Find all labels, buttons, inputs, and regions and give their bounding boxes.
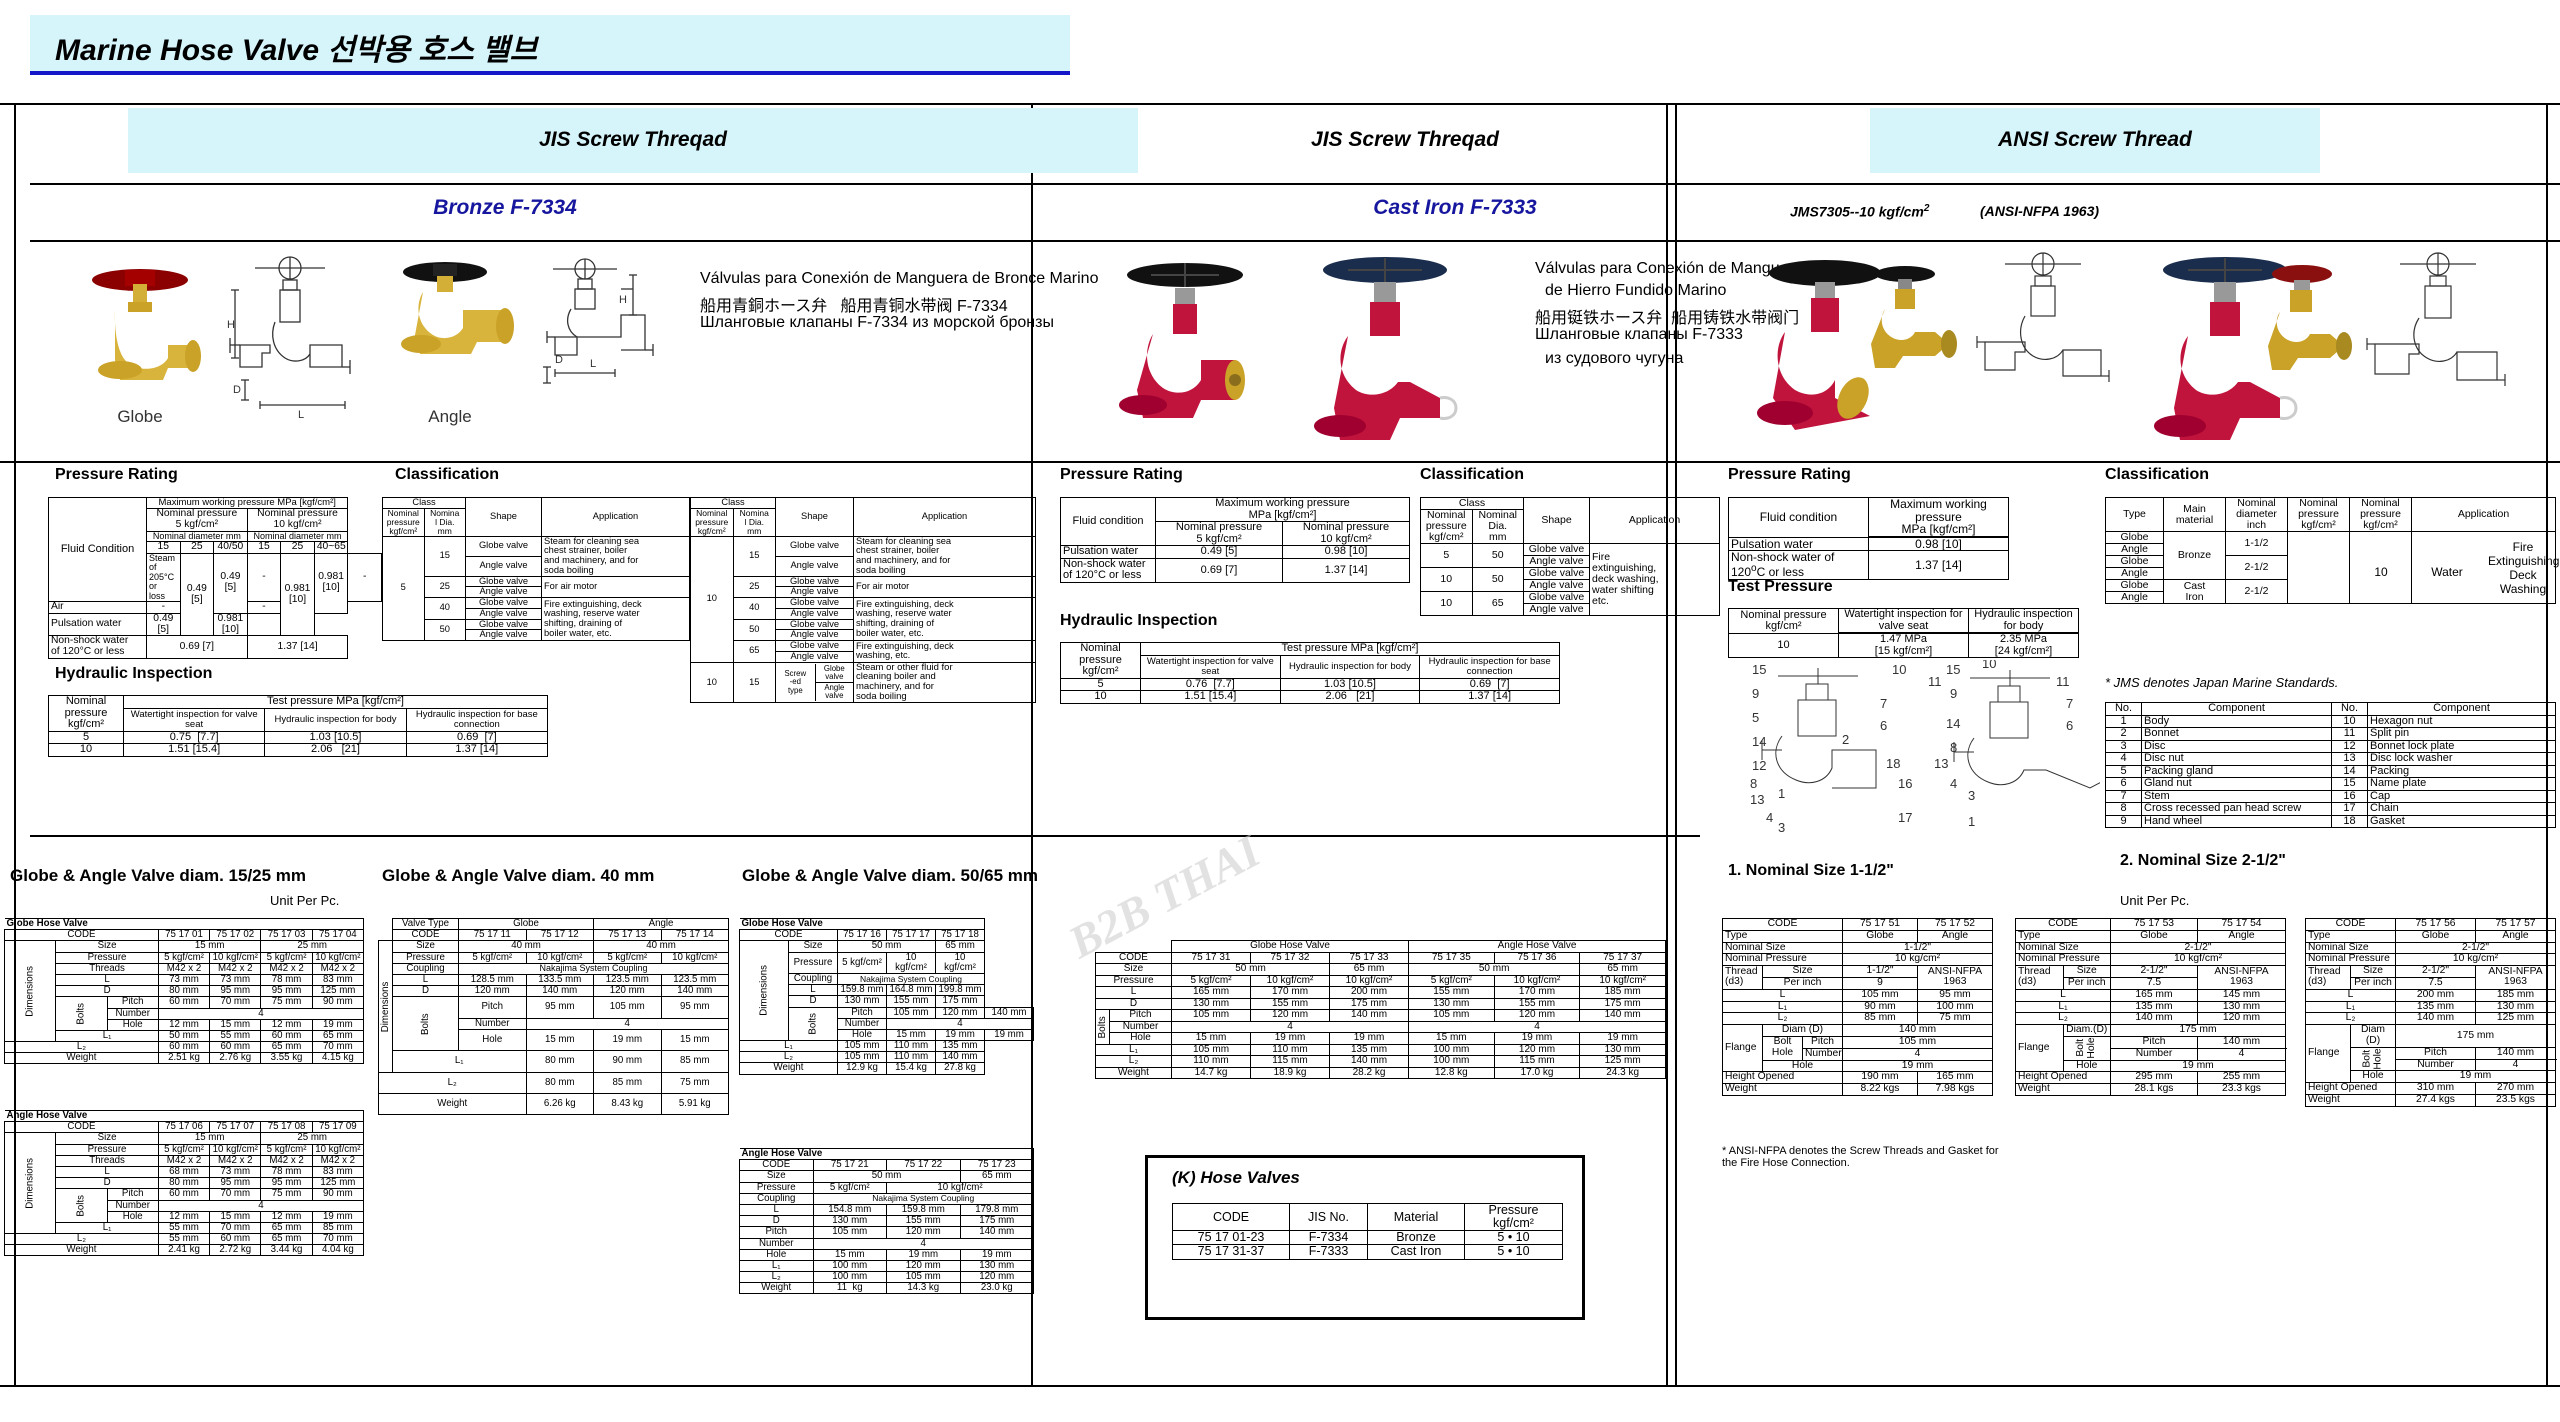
svg-text:18: 18 [1886,756,1900,771]
svg-text:13: 13 [1750,792,1764,807]
svg-text:D: D [555,354,563,366]
svg-text:4: 4 [1766,810,1773,825]
svg-text:Angle: Angle [428,407,471,426]
svg-text:5: 5 [1752,710,1759,725]
svg-text:14: 14 [1752,734,1766,749]
svg-text:8: 8 [1950,740,1957,755]
svg-text:H: H [227,319,235,331]
svg-text:11: 11 [1928,674,1942,689]
svg-text:L: L [298,409,304,421]
svg-text:1: 1 [1968,814,1975,829]
svg-text:3: 3 [1778,820,1785,835]
svg-text:9: 9 [1752,686,1759,701]
svg-text:12: 12 [1752,758,1766,773]
svg-text:9: 9 [1950,686,1957,701]
svg-text:13: 13 [1934,756,1948,771]
svg-text:8: 8 [1750,776,1757,791]
svg-text:15: 15 [1946,662,1960,677]
svg-text:7: 7 [1880,696,1887,711]
svg-text:17: 17 [1898,810,1912,825]
svg-text:3: 3 [1968,788,1975,803]
svg-text:2: 2 [1842,732,1849,747]
svg-text:H: H [619,294,627,306]
svg-text:L: L [590,358,596,370]
svg-text:D: D [233,384,241,396]
svg-text:7: 7 [2066,696,2073,711]
svg-text:6: 6 [1880,718,1887,733]
svg-text:4: 4 [1950,776,1957,791]
svg-text:15: 15 [1752,662,1766,677]
svg-text:14: 14 [1946,716,1960,731]
svg-text:Globe: Globe [117,407,162,426]
svg-text:16: 16 [1898,776,1912,791]
svg-text:10: 10 [1982,660,1996,671]
svg-text:1: 1 [1778,786,1785,801]
svg-text:6: 6 [2066,718,2073,733]
svg-text:10: 10 [1892,662,1906,677]
svg-text:11: 11 [2056,674,2070,689]
